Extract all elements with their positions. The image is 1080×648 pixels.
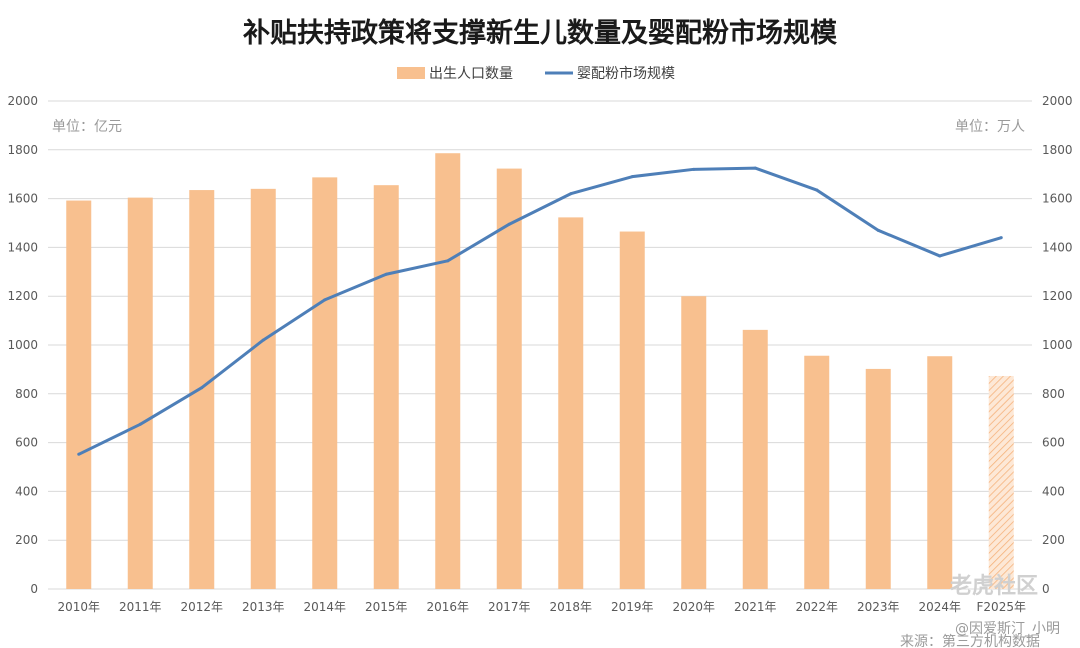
line-series [77,166,1003,456]
left-axis-ticks: 0 200 400 600 800 1000 1200 1400 1600 1800 2000 [7,94,38,596]
left-tick-label: 1800 [7,143,38,157]
right-tick-label: 0 [1042,582,1050,596]
line-point [815,188,819,192]
bar [619,231,645,590]
x-axis-ticks: 2010年 2011年 2012年 2013年 2014年 2015年 2016年 2017年… [57,600,1026,614]
right-tick-label: 1400 [1042,240,1073,254]
bar-series [66,153,1014,590]
line-path [78,166,1002,456]
bar [189,190,215,589]
right-tick-label: 1600 [1042,192,1073,206]
right-tick-label: 1200 [1042,289,1073,303]
x-tick-label: 2017年 [488,600,531,614]
left-tick-label: 1200 [7,289,38,303]
x-tick-label: 2022年 [795,600,838,614]
left-tick-label: 400 [15,484,38,498]
right-tick-label: 1800 [1042,143,1073,157]
right-tick-label: 1000 [1042,338,1073,352]
x-tick-label: 2023年 [857,600,900,614]
right-tick-label: 2000 [1042,94,1073,108]
x-tick-label: 2012年 [180,600,223,614]
left-tick-label: 200 [15,533,38,547]
chart-title: 补贴扶持政策将支撑新生儿数量及婴配粉市场规模 [243,17,837,49]
x-tick-label: 2014年 [303,600,346,614]
bar [496,168,522,589]
line-point [323,298,327,302]
line-point [630,175,634,179]
legend-label-bar: 出生人口数量 [429,66,513,82]
x-tick-label: 2010年 [57,600,100,614]
left-axis-unit: 单位：亿元 [52,119,122,135]
left-tick-label: 1000 [7,338,38,352]
bar [681,296,707,589]
x-tick-label: F2025年 [977,600,1026,614]
line-point [261,338,265,342]
left-tick-label: 1600 [7,192,38,206]
bar [435,153,461,589]
x-tick-label: 2018年 [549,600,592,614]
left-tick-label: 1400 [7,240,38,254]
bar [373,185,399,589]
bar [66,200,92,589]
line-point [753,166,757,170]
line-point [999,236,1003,240]
bar [127,197,153,589]
watermark-author: @因爱斯汀_小明 [955,621,1060,637]
x-tick-label: 2020年 [672,600,715,614]
x-tick-label: 2016年 [426,600,469,614]
line-point [569,192,573,196]
left-tick-label: 2000 [7,94,38,108]
bar [742,329,768,589]
line-point [692,167,696,171]
right-tick-label: 200 [1042,533,1065,547]
right-tick-label: 400 [1042,484,1065,498]
bar [312,177,338,589]
left-tick-label: 800 [15,387,38,401]
right-tick-label: 600 [1042,436,1065,450]
left-tick-label: 600 [15,436,38,450]
right-axis-unit: 单位：万人 [955,119,1025,135]
legend-swatch-bar [397,67,425,79]
left-tick-label: 0 [30,582,38,596]
bar [927,356,953,589]
bar-forecast [988,375,1014,589]
x-tick-label: 2011年 [119,600,162,614]
line-point [938,254,942,258]
x-tick-label: 2015年 [365,600,408,614]
watermark-brand: 老虎社区 [949,573,1038,599]
line-point [507,222,511,226]
line-point [200,386,204,390]
line-point [384,272,388,276]
bar [804,355,830,589]
x-tick-label: 2021年 [734,600,777,614]
line-point [77,452,81,456]
right-axis-ticks: 0 200 400 600 800 1000 1200 1400 1600 1800 2000 [1042,94,1073,596]
legend: 出生人口数量 婴配粉市场规模 [397,65,675,82]
x-tick-label: 2024年 [918,600,961,614]
bar [558,217,584,589]
source-note: 来源：第三方机构数据 [900,633,1040,648]
line-point [138,422,142,426]
x-tick-label: 2013年 [242,600,285,614]
right-tick-label: 800 [1042,387,1065,401]
line-point [876,228,880,232]
line-point [446,259,450,263]
bar [865,368,891,589]
legend-label-line: 婴配粉市场规模 [577,65,675,82]
x-tick-label: 2019年 [611,600,654,614]
bar [250,188,276,589]
